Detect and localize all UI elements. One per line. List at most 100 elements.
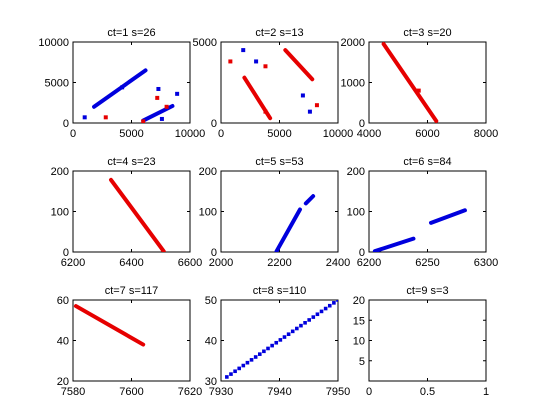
data-segment-blue bbox=[429, 208, 467, 225]
y-tick-label: 5000 bbox=[193, 37, 217, 49]
plot-area bbox=[381, 42, 439, 123]
y-tick-label: 10 bbox=[353, 336, 365, 348]
data-point bbox=[141, 119, 146, 123]
y-tick-label: 10000 bbox=[38, 37, 69, 49]
data-point bbox=[245, 360, 250, 365]
data-point bbox=[270, 343, 274, 348]
data-point bbox=[237, 366, 241, 371]
data-point bbox=[164, 104, 169, 109]
y-tick-label: 5000 bbox=[45, 78, 69, 90]
axes-box bbox=[220, 170, 339, 253]
data-point bbox=[233, 369, 237, 374]
data-point bbox=[282, 335, 287, 339]
subplot-3: ct=3 s=20 4000 6000 8000 0 1000 2000 bbox=[341, 27, 499, 140]
data-point bbox=[229, 372, 233, 376]
subplot-title: ct=6 s=84 bbox=[403, 156, 451, 168]
y-tick-label: 100 bbox=[347, 207, 365, 219]
y-tick-label: 20 bbox=[57, 376, 69, 388]
y-tick-label: 200 bbox=[199, 166, 217, 178]
x-tick-label: 2400 bbox=[326, 257, 350, 269]
data-point bbox=[303, 321, 307, 325]
subplot-4: ct=4 s=23 6200 6400 6600 0 100 200 bbox=[51, 156, 203, 269]
data-point bbox=[295, 326, 299, 331]
data-point bbox=[253, 355, 258, 359]
plot-area bbox=[73, 304, 146, 347]
data-point bbox=[175, 91, 180, 96]
x-tick-label: 2200 bbox=[267, 257, 291, 269]
x-tick-label: 6300 bbox=[474, 257, 498, 269]
y-tick-label: 200 bbox=[51, 166, 69, 178]
x-tick-label: 10000 bbox=[323, 128, 354, 140]
y-tick-label: 100 bbox=[51, 207, 69, 219]
y-tick-label: 40 bbox=[205, 336, 217, 348]
y-tick-label: 60 bbox=[57, 295, 69, 307]
data-segment-blue bbox=[303, 194, 316, 206]
y-tick-label: 40 bbox=[57, 336, 69, 348]
y-tick-label: 50 bbox=[205, 295, 217, 307]
data-point bbox=[241, 363, 246, 368]
y-tick-label: 1000 bbox=[341, 78, 365, 90]
subplot-title: ct=1 s=26 bbox=[107, 27, 155, 39]
data-point bbox=[319, 309, 324, 314]
subplot-5: ct=5 s=53 2000 2200 2400 0 100 200 bbox=[199, 156, 351, 269]
subplot-title: ct=5 s=53 bbox=[255, 156, 303, 168]
data-point bbox=[307, 318, 311, 322]
x-tick-label: 6200 bbox=[357, 257, 381, 269]
x-tick-label: 8000 bbox=[474, 128, 498, 140]
data-point bbox=[323, 306, 328, 311]
data-point bbox=[228, 59, 233, 64]
x-tick-label: 6000 bbox=[415, 128, 439, 140]
plot-area bbox=[372, 208, 467, 252]
axes-box bbox=[368, 299, 487, 382]
subplot-title: ct=8 s=110 bbox=[253, 285, 307, 297]
data-segment-red bbox=[73, 304, 146, 347]
data-point bbox=[225, 375, 229, 379]
data-point bbox=[263, 109, 268, 114]
data-point bbox=[300, 93, 305, 98]
x-tick-label: 10000 bbox=[175, 128, 206, 140]
data-point bbox=[314, 103, 319, 108]
y-tick-label: 15 bbox=[353, 315, 365, 327]
subplot-7: ct=7 s=117 7580 7600 7620 20 40 60 bbox=[57, 285, 202, 398]
data-point bbox=[82, 115, 87, 120]
x-tick-label: 4000 bbox=[357, 128, 381, 140]
data-point bbox=[299, 323, 303, 328]
data-point bbox=[278, 338, 283, 342]
data-segment-blue bbox=[92, 68, 148, 109]
data-point bbox=[274, 340, 279, 345]
data-point bbox=[254, 59, 259, 64]
data-segment-red bbox=[381, 42, 439, 123]
x-tick-label: 0 bbox=[366, 386, 372, 398]
data-point bbox=[327, 303, 332, 308]
y-tick-label: 5 bbox=[359, 356, 365, 368]
subplot-6: ct=6 s=84 6200 6250 6300 0 100 200 bbox=[347, 156, 499, 269]
data-point bbox=[266, 346, 270, 351]
data-point bbox=[290, 329, 295, 334]
x-tick-label: 5000 bbox=[267, 128, 291, 140]
axes-box bbox=[72, 170, 191, 253]
x-tick-label: 6250 bbox=[415, 257, 439, 269]
data-point bbox=[155, 95, 160, 100]
plot-area bbox=[225, 300, 338, 379]
data-point bbox=[416, 88, 421, 93]
data-point bbox=[336, 300, 338, 302]
y-tick-label: 20 bbox=[353, 295, 365, 307]
y-tick-label: 0 bbox=[63, 247, 69, 259]
x-tick-label: 7580 bbox=[61, 386, 85, 398]
data-point bbox=[156, 86, 161, 91]
y-tick-label: 0 bbox=[359, 247, 365, 259]
axes-box bbox=[220, 41, 339, 124]
x-tick-label: 7620 bbox=[178, 386, 202, 398]
x-tick-label: 7600 bbox=[119, 386, 143, 398]
y-tick-label: 30 bbox=[205, 376, 217, 388]
plot-area bbox=[228, 48, 319, 121]
data-point bbox=[307, 109, 312, 114]
x-tick-label: 6200 bbox=[61, 257, 85, 269]
subplot-1: ct=1 s=26 0 5000 10000 0 5000 10000 bbox=[38, 27, 205, 140]
x-tick-label: 0.5 bbox=[420, 386, 435, 398]
y-tick-label: 2000 bbox=[341, 37, 365, 49]
data-point bbox=[286, 332, 291, 336]
y-tick-label: 100 bbox=[199, 207, 217, 219]
subplot-2: ct=2 s=13 0 5000 10000 0 5000 bbox=[193, 27, 354, 140]
